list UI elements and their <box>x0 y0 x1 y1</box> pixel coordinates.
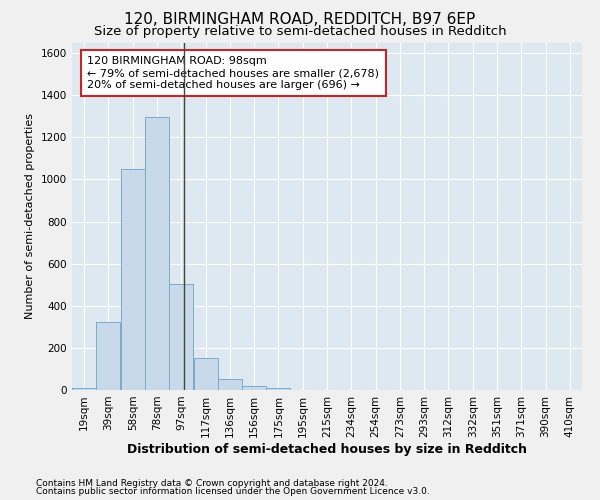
Text: Contains public sector information licensed under the Open Government Licence v3: Contains public sector information licen… <box>36 487 430 496</box>
Bar <box>169 284 193 390</box>
Text: Size of property relative to semi-detached houses in Redditch: Size of property relative to semi-detach… <box>94 25 506 38</box>
Bar <box>242 386 266 390</box>
Text: 120 BIRMINGHAM ROAD: 98sqm
← 79% of semi-detached houses are smaller (2,678)
20%: 120 BIRMINGHAM ROAD: 98sqm ← 79% of semi… <box>88 56 379 90</box>
Text: Contains HM Land Registry data © Crown copyright and database right 2024.: Contains HM Land Registry data © Crown c… <box>36 478 388 488</box>
Bar <box>145 118 169 390</box>
Text: 120, BIRMINGHAM ROAD, REDDITCH, B97 6EP: 120, BIRMINGHAM ROAD, REDDITCH, B97 6EP <box>124 12 476 28</box>
Y-axis label: Number of semi-detached properties: Number of semi-detached properties <box>25 114 35 320</box>
X-axis label: Distribution of semi-detached houses by size in Redditch: Distribution of semi-detached houses by … <box>127 442 527 456</box>
Bar <box>194 358 218 390</box>
Bar <box>266 388 290 390</box>
Bar <box>218 380 242 390</box>
Bar <box>97 322 121 390</box>
Bar <box>121 169 145 390</box>
Bar <box>72 388 96 390</box>
